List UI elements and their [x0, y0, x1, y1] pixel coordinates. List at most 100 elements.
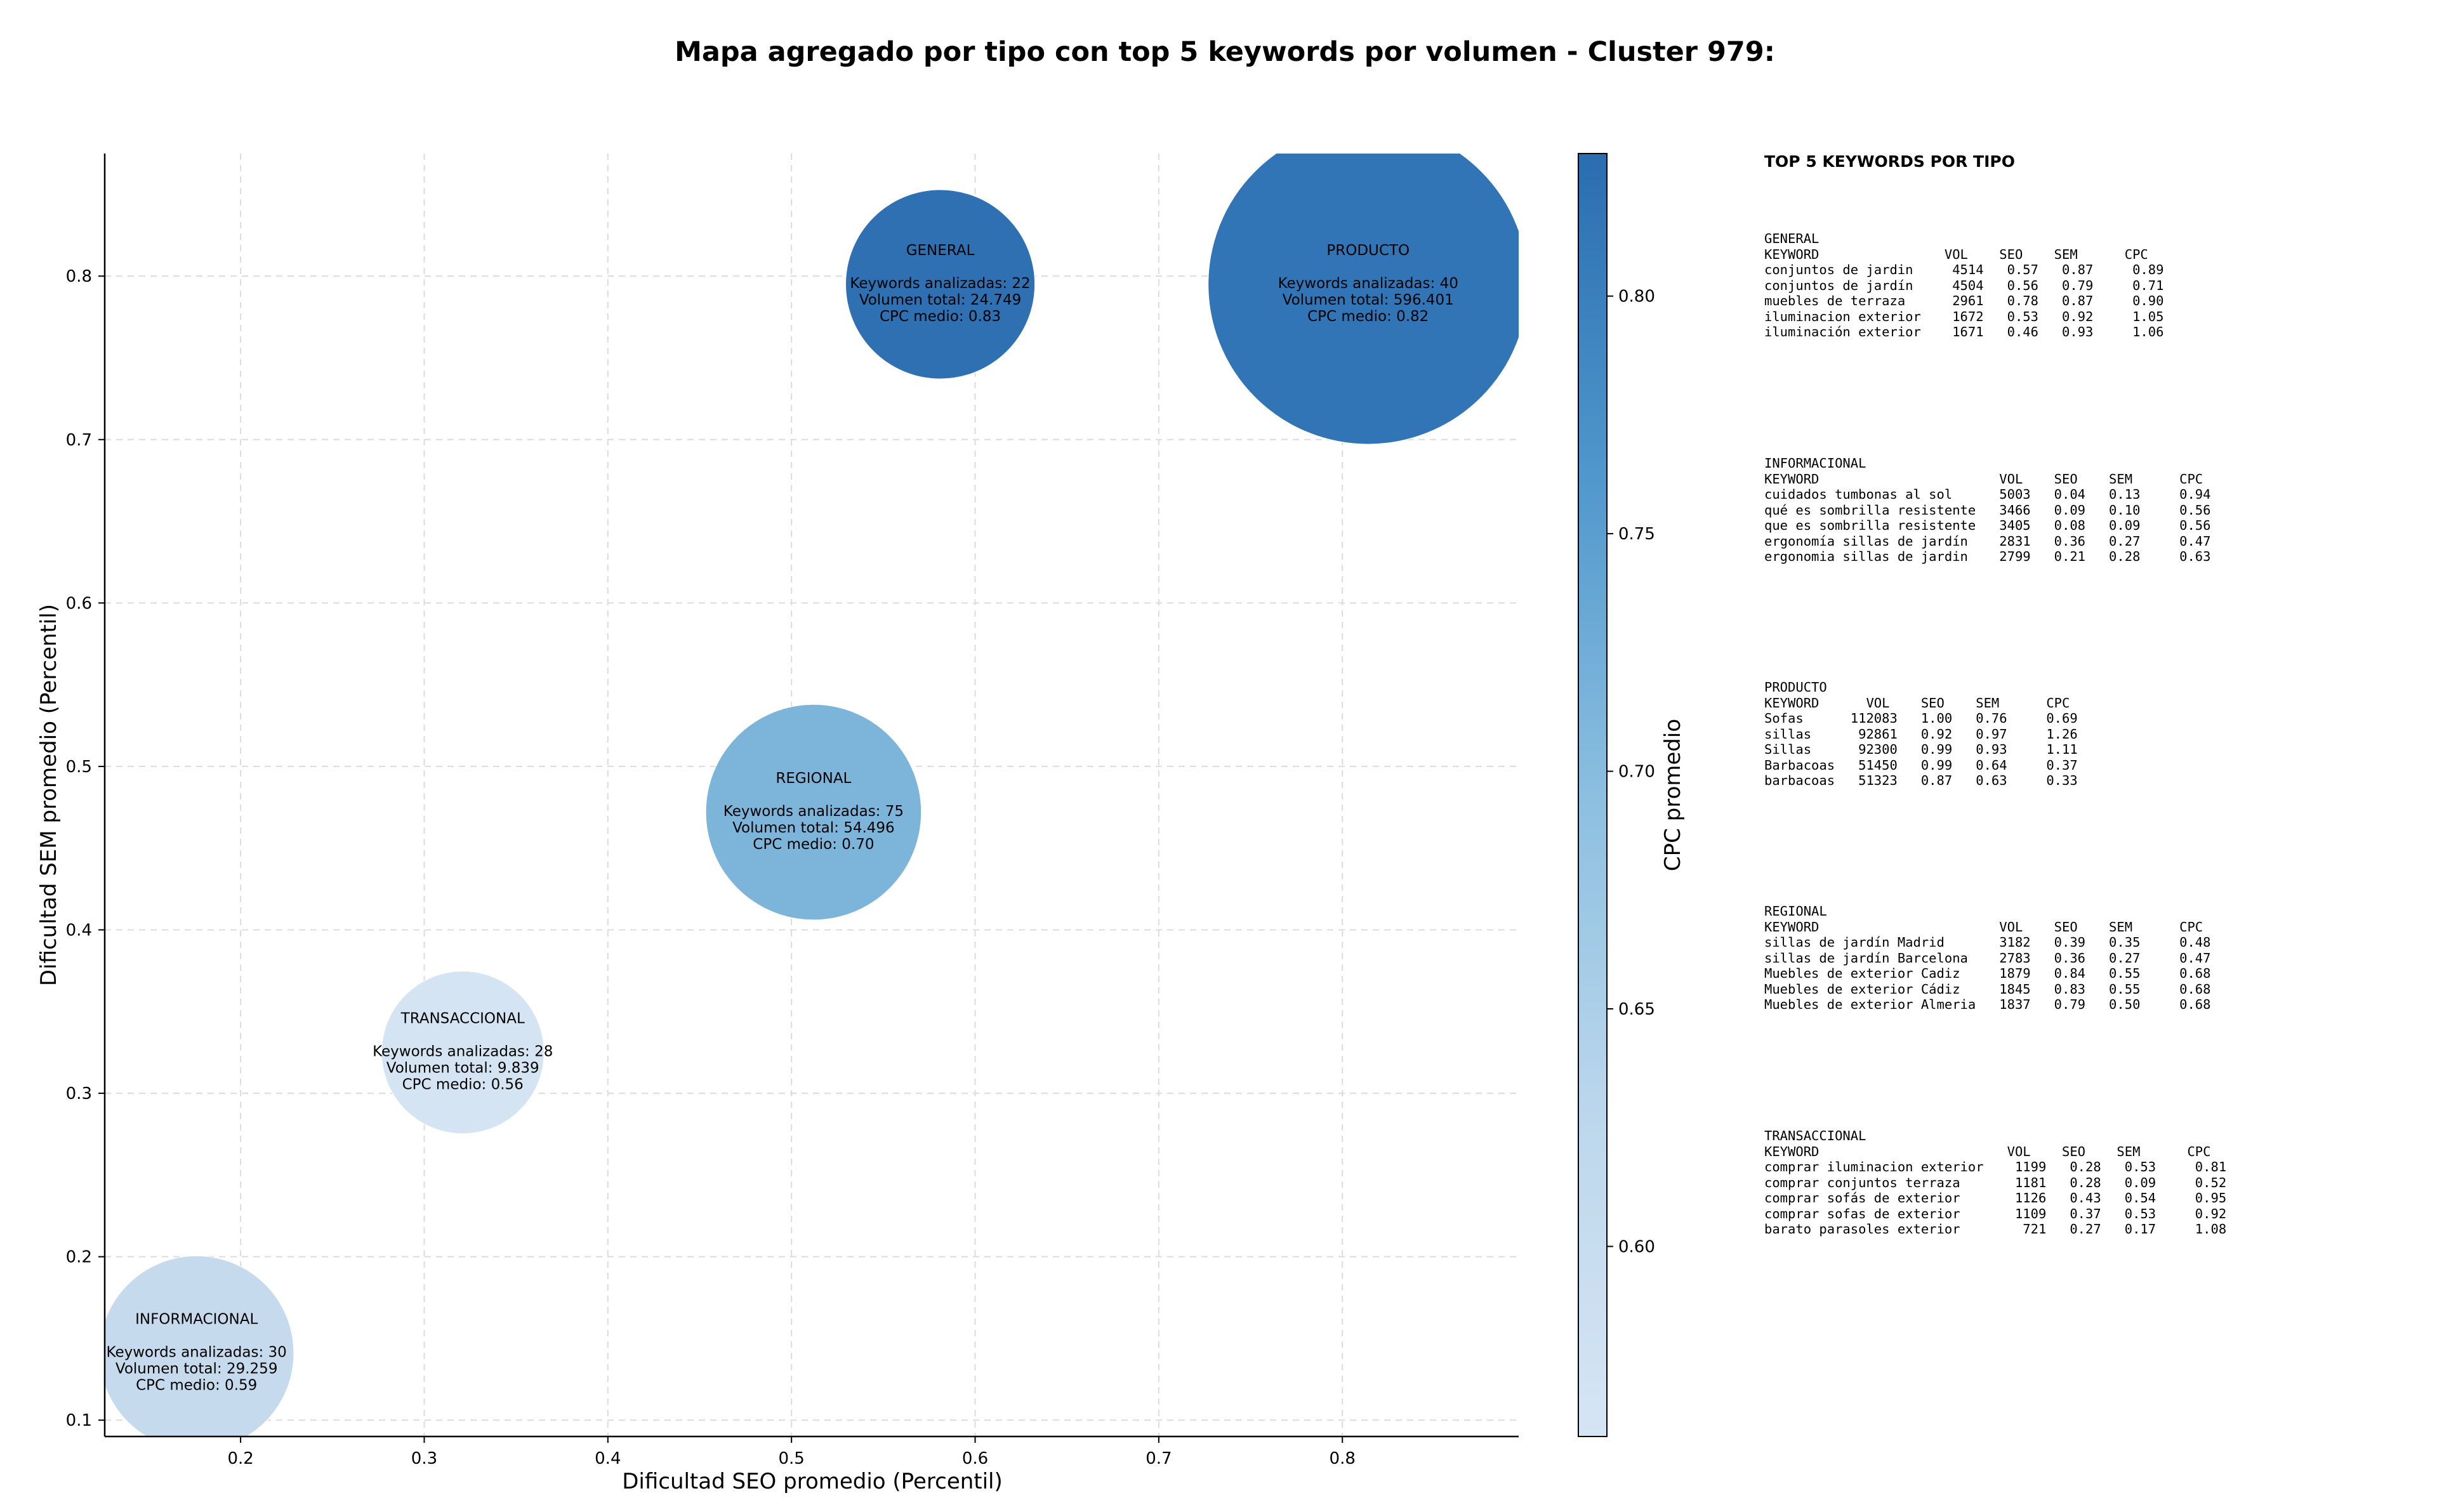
panel-title: TOP 5 KEYWORDS POR TIPO [1764, 152, 2015, 171]
x-tick-label: 0.6 [962, 1449, 988, 1468]
keyword-table-header-row: KEYWORD VOL SEO SEM CPC [1764, 471, 2203, 487]
bubble-stat-label: CPC medio: 0.70 [753, 836, 874, 853]
keyword-table-row: iluminación exterior 1671 0.46 0.93 1.06 [1764, 324, 2164, 339]
bubble-type-label: PRODUCTO [1326, 242, 1410, 259]
x-tick-label: 0.5 [778, 1449, 804, 1468]
keyword-table-row: sillas de jardín Barcelona 2783 0.36 0.2… [1764, 950, 2211, 966]
keyword-table-row: iluminacion exterior 1672 0.53 0.92 1.05 [1764, 308, 2164, 324]
bubble-type-label: GENERAL [906, 242, 975, 259]
colorbar-tick-label: 0.60 [1618, 1237, 1655, 1256]
bubble-type-label: TRANSACCIONAL [400, 1011, 525, 1027]
y-tick-label: 0.6 [66, 594, 92, 613]
keyword-table-heading: PRODUCTO [1764, 680, 1827, 695]
keyword-table-row: conjuntos de jardin 4514 0.57 0.87 0.89 [1764, 262, 2164, 277]
keyword-table-heading: GENERAL [1764, 231, 1819, 246]
bubble-stat-label: Keywords analizadas: 30 [107, 1344, 287, 1361]
keyword-table-row: ergonomia sillas de jardin 2799 0.21 0.2… [1764, 549, 2211, 564]
keyword-table-row: sillas 92861 0.92 0.97 1.26 [1764, 726, 2078, 742]
keyword-table-row: sillas de jardín Madrid 3182 0.39 0.35 0… [1764, 935, 2211, 950]
keyword-table-producto: PRODUCTO KEYWORD VOL SEO SEM CPC Sofas 112… [1764, 680, 2078, 789]
bubble-stat-label: Volumen total: 29.259 [116, 1361, 278, 1377]
keyword-table-row: comprar conjuntos terraza 1181 0.28 0.09… [1764, 1174, 2227, 1190]
bubble-circle [381, 971, 545, 1134]
x-tick-label: 0.7 [1146, 1449, 1172, 1468]
bubble-stat-label: Keywords analizadas: 75 [723, 803, 904, 820]
chart-title: Mapa agregado por tipo con top 5 keyword… [675, 36, 1775, 68]
x-tick-label: 0.3 [411, 1449, 437, 1468]
x-tick-label: 0.2 [227, 1449, 253, 1468]
keyword-table-row: comprar sofás de exterior 1126 0.43 0.54… [1764, 1190, 2227, 1206]
y-tick-label: 0.8 [66, 267, 92, 286]
bubble-stat-label: Keywords analizadas: 28 [373, 1044, 553, 1060]
bubble-circle [705, 704, 922, 921]
keyword-table-row: comprar iluminacion exterior 1199 0.28 0… [1764, 1159, 2227, 1174]
bubble-stat-label: CPC medio: 0.82 [1307, 308, 1429, 325]
axes: 0.2 0.3 0.4 0.5 0.6 0.7 0.8 0.1 0.2 0.3 0.4 0.5 0.6 0… [66, 154, 1519, 1468]
colorbar-tick-label: 0.75 [1618, 525, 1655, 544]
keyword-table-row: Sofas 112083 1.00 0.76 0.69 [1764, 711, 2078, 726]
keyword-table-row: cuidados tumbonas al sol 5003 0.04 0.13 … [1764, 487, 2211, 502]
colorbar-gradient [1578, 153, 1608, 1437]
keywords-panel: TOP 5 KEYWORDS POR TIPO GENERAL KEYWORD V… [1764, 0, 2424, 1512]
keyword-table-row: Muebles de exterior Cadiz 1879 0.84 0.55… [1764, 966, 2211, 981]
bubble-transaccional: TRANSACCIONAL Keywords analizadas: 28Volu… [373, 971, 553, 1134]
colorbar: 0.60 0.65 0.70 0.75 0.80 [1578, 153, 1655, 1437]
y-tick-label: 0.2 [66, 1248, 92, 1267]
keyword-table-row: muebles de terraza 2961 0.78 0.87 0.90 [1764, 293, 2164, 308]
keyword-table-heading: TRANSACCIONAL [1764, 1128, 1866, 1143]
bubble-stat-label: Volumen total: 54.496 [732, 820, 895, 836]
keyword-table-row: Muebles de exterior Almeria 1837 0.79 0.… [1764, 997, 2211, 1012]
x-tick-label: 0.8 [1330, 1449, 1356, 1468]
keyword-table-header-row: KEYWORD VOL SEO SEM CPC [1764, 695, 2070, 711]
bubble-stat-label: CPC medio: 0.83 [880, 308, 1001, 325]
keyword-table-regional: REGIONAL KEYWORD VOL SEO SEM CPC sillas de… [1764, 904, 2211, 1013]
colorbar-tick-label: 0.70 [1618, 763, 1655, 782]
keyword-table-row: barbacoas 51323 0.87 0.63 0.33 [1764, 773, 2078, 788]
keyword-table-header-row: KEYWORD VOL SEO SEM CPC [1764, 1143, 2211, 1159]
bubble-type-label: INFORMACIONAL [135, 1311, 258, 1328]
bubble-circle [1208, 154, 1519, 445]
x-axis-label: Dificultad SEO promedio (Percentil) [622, 1469, 1003, 1494]
keyword-table-general: GENERAL KEYWORD VOL SEO SEM CPC conjuntos … [1764, 231, 2163, 340]
keyword-table-row: que es sombrilla resistente 3405 0.08 0.… [1764, 518, 2211, 533]
keyword-table-row: conjuntos de jardín 4504 0.56 0.79 0.71 [1764, 277, 2164, 293]
keyword-table-row: qué es sombrilla resistente 3466 0.09 0.… [1764, 502, 2211, 518]
y-tick-label: 0.7 [66, 431, 92, 450]
keyword-table-row: Sillas 92300 0.99 0.93 1.11 [1764, 742, 2078, 757]
x-tick-label: 0.4 [595, 1449, 621, 1468]
bubble-stat-label: Volumen total: 9.839 [386, 1060, 539, 1077]
colorbar-tick-label: 0.65 [1618, 1000, 1655, 1019]
y-axis-label: Dificultad SEM promedio (Percentil) [36, 604, 62, 986]
keyword-table-row: Barbacoas 51450 0.99 0.64 0.37 [1764, 757, 2078, 773]
bubble-circle [845, 189, 1036, 379]
keyword-table-informacional: INFORMACIONAL KEYWORD VOL SEO SEM CPC cuid… [1764, 456, 2211, 565]
y-tick-label: 0.1 [66, 1411, 92, 1430]
colorbar-label: CPC promedio [1660, 719, 1686, 871]
keyword-table-heading: INFORMACIONAL [1764, 456, 1866, 471]
bubble-stat-label: Keywords analizadas: 22 [850, 275, 1030, 292]
colorbar-tick-label: 0.80 [1618, 287, 1655, 306]
keyword-table-row: ergonomía sillas de jardín 2831 0.36 0.2… [1764, 533, 2211, 549]
keyword-table-header-row: KEYWORD VOL SEO SEM CPC [1764, 919, 2203, 935]
bubble-stat-label: CPC medio: 0.59 [136, 1377, 257, 1394]
bubble-informacional: INFORMACIONAL Keywords analizadas: 30Volu… [105, 1255, 294, 1436]
y-tick-label: 0.5 [66, 758, 92, 777]
y-tick-label: 0.4 [66, 921, 92, 940]
keyword-table-transaccional: TRANSACCIONAL KEYWORD VOL SEO SEM CPC comp… [1764, 1128, 2226, 1237]
y-tick-label: 0.3 [66, 1084, 92, 1103]
bubble-stat-label: Volumen total: 596.401 [1283, 292, 1454, 308]
bubble-stat-label: Volumen total: 24.749 [859, 292, 1022, 308]
keyword-table-row: barato parasoles exterior 721 0.27 0.17 … [1764, 1221, 2227, 1237]
keyword-table-row: Muebles de exterior Cádiz 1845 0.83 0.55… [1764, 981, 2211, 997]
keyword-table-row: comprar sofas de exterior 1109 0.37 0.53… [1764, 1206, 2227, 1221]
bubble-stat-label: Keywords analizadas: 40 [1278, 275, 1458, 292]
keyword-table-header-row: KEYWORD VOL SEO SEM CPC [1764, 246, 2148, 262]
bubble-stat-label: CPC medio: 0.56 [402, 1077, 524, 1093]
keyword-table-heading: REGIONAL [1764, 904, 1827, 919]
bubble-circle [105, 1255, 294, 1436]
